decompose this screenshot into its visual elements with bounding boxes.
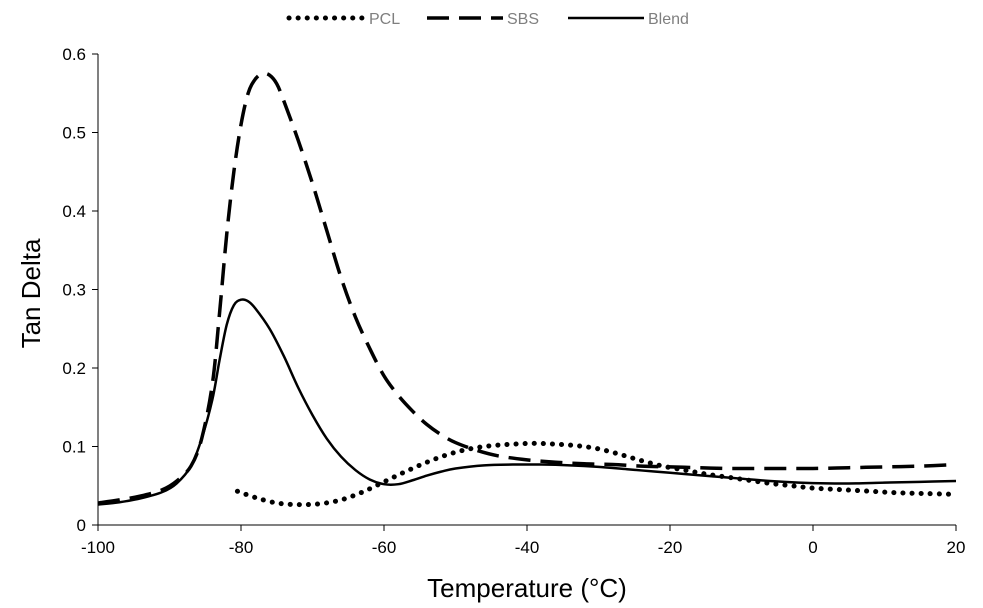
series-line-blend xyxy=(97,298,957,506)
x-axis-title: Temperature (°C) xyxy=(427,573,627,603)
legend: PCL SBS Blend xyxy=(286,11,689,28)
x-axis-ticks: -100 -80 -60 -40 -20 0 20 xyxy=(81,525,965,557)
y-tick-label: 0.5 xyxy=(62,124,86,143)
x-tick-label: -100 xyxy=(81,538,115,557)
x-tick-label: 0 xyxy=(808,538,817,557)
plot-area xyxy=(97,71,959,508)
x-tick-label: -20 xyxy=(658,538,683,557)
y-tick-label: 0.6 xyxy=(62,45,86,64)
series-line-sbs xyxy=(97,71,957,505)
series-line-pcl xyxy=(234,440,959,508)
legend-label-sbs: SBS xyxy=(507,11,539,28)
y-tick-label: 0.1 xyxy=(62,438,86,457)
x-tick-label: 20 xyxy=(947,538,966,557)
legend-label-blend: Blend xyxy=(648,11,689,28)
y-tick-label: 0.4 xyxy=(62,202,86,221)
y-tick-label: 0.2 xyxy=(62,359,86,378)
legend-label-pcl: PCL xyxy=(369,11,400,28)
y-tick-label: 0 xyxy=(77,516,86,535)
y-tick-label: 0.3 xyxy=(62,281,86,300)
x-tick-label: -60 xyxy=(372,538,397,557)
x-tick-label: -40 xyxy=(515,538,540,557)
y-axis-title: Tan Delta xyxy=(16,238,46,348)
x-tick-label: -80 xyxy=(229,538,254,557)
y-axis-ticks: 0 0.1 0.2 0.3 0.4 0.5 0.6 xyxy=(62,45,98,535)
axes: -100 -80 -60 -40 -20 0 20 0 0.1 0.2 0.3 0.4 0.5 0.6 xyxy=(62,45,965,557)
